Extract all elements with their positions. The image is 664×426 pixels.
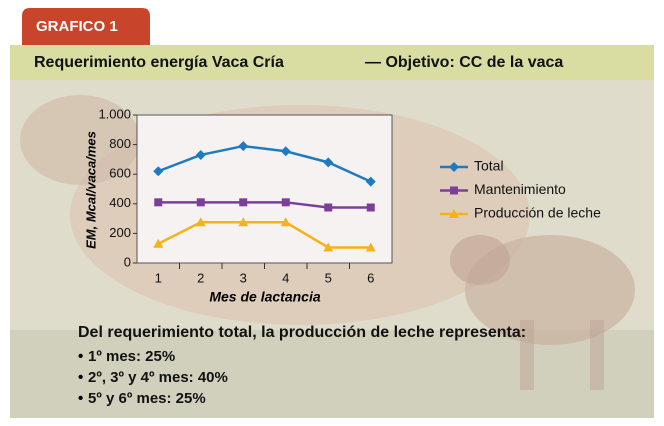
note-list: • 1º mes: 25% • 2º, 3º y 4º mes: 40% • 5º y 6… — [78, 348, 228, 407]
marker — [366, 203, 375, 212]
subtitle: — Objetivo: CC de la vaca — [365, 54, 563, 71]
bullet: • — [78, 390, 83, 407]
marker — [238, 217, 249, 227]
x-tick-label: 2 — [197, 270, 204, 285]
y-tick-label: 200 — [109, 225, 131, 240]
marker — [195, 217, 206, 227]
y-tick-label: 800 — [109, 136, 131, 151]
marker — [449, 162, 459, 172]
legend: Total Mantenimiento Producción de leche — [440, 158, 601, 221]
series-line — [158, 201, 371, 209]
legend-label: Total — [474, 158, 504, 174]
bullet: • — [78, 348, 83, 365]
marker — [323, 242, 334, 252]
marker — [239, 198, 248, 207]
marker — [153, 166, 164, 177]
x-axis-title: Mes de lactancia — [209, 289, 320, 305]
marker — [450, 186, 458, 195]
tab-label: GRAFICO 1 — [36, 18, 118, 35]
x-tick-label: 3 — [240, 270, 247, 285]
title: Requerimiento energía Vaca Cría — [34, 54, 284, 71]
note-heading: Del requerimiento total, la producción d… — [78, 324, 526, 341]
series-line — [157, 221, 371, 249]
marker — [449, 209, 459, 218]
marker — [365, 176, 376, 187]
y-tick-label: 400 — [109, 195, 131, 210]
legend-label: Producción de leche — [474, 205, 601, 221]
series-line — [157, 144, 372, 183]
note-item: 1º mes: 25% — [88, 348, 175, 365]
marker — [280, 146, 291, 157]
marker — [280, 217, 291, 227]
plot-area — [136, 114, 393, 264]
x-tick-label: 1 — [155, 270, 162, 285]
marker — [154, 198, 163, 207]
y-tick-label: 600 — [109, 166, 131, 181]
marker — [153, 238, 164, 248]
y-axis-title: EM, Mcal/vaca/mes — [83, 131, 98, 249]
x-tick-label: 5 — [325, 270, 332, 285]
marker — [196, 198, 205, 207]
note-item: 5º y 6º mes: 25% — [88, 390, 206, 407]
marker — [238, 141, 249, 152]
marker — [281, 198, 290, 207]
legend-label: Mantenimiento — [474, 181, 566, 197]
y-tick-label: 1.000 — [98, 106, 131, 121]
y-tick-label: 0 — [124, 254, 131, 269]
note-item: 2º, 3º y 4º mes: 40% — [88, 369, 228, 386]
x-tick-label: 6 — [367, 270, 374, 285]
bullet: • — [78, 369, 83, 386]
marker — [195, 149, 206, 160]
title-bar — [10, 45, 654, 80]
x-tick-label: 4 — [282, 270, 289, 285]
marker — [323, 157, 334, 168]
marker — [324, 203, 333, 212]
marker — [365, 242, 376, 252]
tab — [22, 8, 150, 45]
